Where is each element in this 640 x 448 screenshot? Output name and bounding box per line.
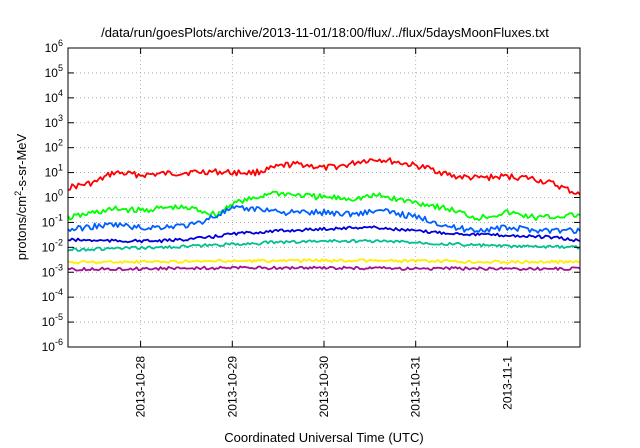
y-tick-base: 10 [45, 41, 59, 55]
chart-title: /data/run/goesPlots/archive/2013-11-01/1… [101, 25, 549, 40]
y-tick-base: 10 [42, 265, 56, 279]
series-line [67, 258, 581, 265]
y-tick-exponent: 2 [58, 138, 63, 148]
y-tick-exponent: -2 [55, 237, 63, 247]
y-tick-base: 10 [42, 240, 56, 254]
y-tick-base: 10 [42, 290, 56, 304]
y-tick-exponent: -5 [55, 312, 63, 322]
y-axis-label-pre: protons/cm [14, 196, 29, 260]
y-tick-label: 10-2 [42, 237, 63, 254]
y-tick-exponent: 1 [58, 163, 63, 173]
y-tick-label: 10-1 [42, 212, 63, 229]
series-line [67, 265, 581, 272]
y-tick-base: 10 [45, 191, 59, 205]
series-line [67, 204, 581, 235]
x-tick-label: 2013-10-28 [134, 356, 148, 418]
y-tick-label: 10-3 [42, 262, 63, 279]
x-axis: 2013-10-28 2013-10-29 2013-10-30 2013-10-31… [134, 48, 514, 418]
y-tick-label: 10-5 [42, 312, 63, 329]
y-tick-base: 10 [45, 91, 59, 105]
x-tick-label: 2013-10-30 [317, 356, 331, 418]
y-tick-label: 10-6 [42, 337, 63, 354]
y-tick-base: 10 [45, 141, 59, 155]
y-tick-label: 101 [45, 163, 63, 180]
y-tick-base: 10 [45, 116, 59, 130]
y-tick-label: 10-4 [42, 287, 63, 304]
y-tick-label: 106 [45, 38, 63, 55]
series-line [67, 190, 581, 222]
grid [68, 48, 580, 347]
y-tick-label: 102 [45, 138, 63, 155]
series-group [67, 157, 581, 272]
y-tick-base: 10 [42, 315, 56, 329]
y-tick-exponent: 4 [58, 88, 63, 98]
y-tick-label: 103 [45, 113, 63, 130]
y-tick-exponent: -6 [55, 337, 63, 347]
x-tick-label: 2013-10-31 [409, 356, 423, 418]
y-axis-label: protons/cm2-s-sr-MeV [13, 133, 29, 260]
y-tick-exponent: -4 [55, 287, 63, 297]
y-tick-exponent: 0 [58, 188, 63, 198]
series-line [67, 238, 581, 252]
series-line [67, 157, 581, 196]
y-tick-base: 10 [42, 340, 56, 354]
y-tick-label: 104 [45, 88, 63, 105]
y-tick-exponent: 5 [58, 63, 63, 73]
y-tick-exponent: 3 [58, 113, 63, 123]
y-axis-label-post: -s-sr-MeV [14, 133, 29, 190]
y-tick-exponent: 6 [58, 38, 63, 48]
x-tick-label: 2013-11-1 [500, 356, 514, 410]
y-tick-exponent: -3 [55, 262, 63, 272]
y-tick-label: 100 [45, 188, 63, 205]
series-line [67, 225, 581, 244]
x-tick-label: 2013-10-29 [225, 356, 239, 418]
y-axis-label-sup: 2 [13, 191, 23, 196]
y-tick-base: 10 [45, 166, 59, 180]
y-tick-base: 10 [45, 66, 59, 80]
y-tick-label: 105 [45, 63, 63, 80]
y-tick-base: 10 [42, 215, 56, 229]
y-tick-exponent: -1 [55, 212, 63, 222]
x-axis-label: Coordinated Universal Time (UTC) [224, 430, 423, 445]
y-axis: 10-610-510-410-310-210-11001011021031041… [42, 38, 580, 354]
